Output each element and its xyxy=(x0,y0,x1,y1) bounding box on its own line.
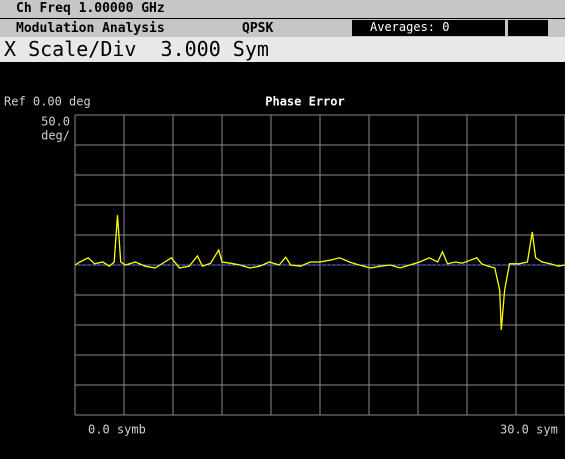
format: QPSK xyxy=(242,21,274,36)
scale-value: 50.0 xyxy=(41,115,70,129)
x-stop: 30.0 sym xyxy=(500,423,558,437)
trace-display: Ref 0.00 deg Phase Error 50.0 deg/ 0.0 s… xyxy=(0,86,565,459)
mode: Modulation Analysis xyxy=(16,21,165,36)
display-background xyxy=(0,86,565,459)
mode-bar: Modulation Analysis QPSK Averages: 0 xyxy=(0,19,565,37)
indicator-box xyxy=(508,20,548,36)
reference-level: Ref 0.00 deg xyxy=(4,95,91,109)
trace xyxy=(74,215,565,330)
trace-title: Phase Error xyxy=(265,95,344,109)
active-function: X Scale/Div 3.000 Sym xyxy=(4,37,269,61)
averages: Averages: 0 xyxy=(370,20,450,34)
x-start: 0.0 symb xyxy=(88,423,146,437)
scale-unit: deg/ xyxy=(41,129,70,143)
center-freq: Ch Freq 1.00000 GHz xyxy=(16,1,165,16)
status-bar: Ch Freq 1.00000 GHz xyxy=(0,0,565,18)
averages-box: Averages: 0 xyxy=(352,20,505,36)
active-function-bar: X Scale/Div 3.000 Sym xyxy=(0,37,565,62)
